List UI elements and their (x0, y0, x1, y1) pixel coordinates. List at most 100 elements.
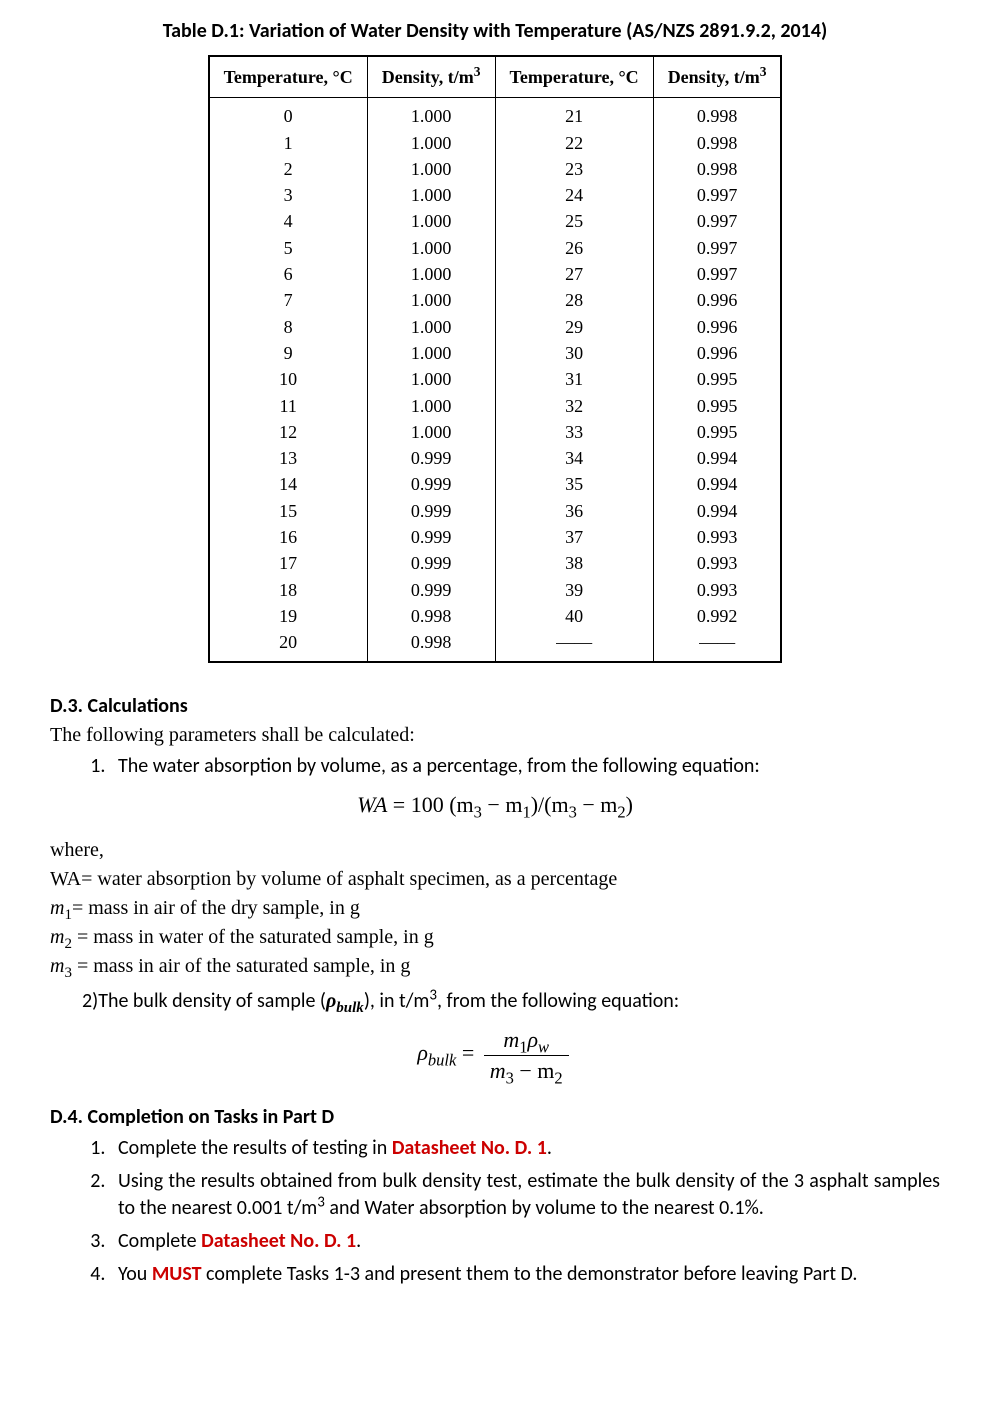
table-row: 31.000240.997 (209, 182, 782, 208)
table-cell: 4 (209, 208, 368, 234)
table-cell: 13 (209, 445, 368, 471)
table-cell: 1.000 (367, 314, 495, 340)
table-cell: 1.000 (367, 287, 495, 313)
table-cell: 25 (495, 208, 653, 234)
table-cell: 8 (209, 314, 368, 340)
table-cell: 35 (495, 471, 653, 497)
task-3: Complete Datasheet No. D. 1. (110, 1228, 940, 1255)
table-cell: 26 (495, 235, 653, 261)
table-row: 71.000280.996 (209, 287, 782, 313)
table-cell: 1.000 (367, 235, 495, 261)
table-row: 61.000270.997 (209, 261, 782, 287)
task-4: You MUST complete Tasks 1-3 and present … (110, 1261, 940, 1288)
table-cell: 0.995 (653, 393, 781, 419)
table-cell: 34 (495, 445, 653, 471)
d3-intro: The following parameters shall be calcul… (50, 722, 940, 749)
table-cell: 0.993 (653, 550, 781, 576)
table-cell: 0.998 (367, 629, 495, 661)
table-row: 160.999370.993 (209, 524, 782, 550)
table-row: 130.999340.994 (209, 445, 782, 471)
table-cell: 2 (209, 156, 368, 182)
density-table: Temperature, °C Density, t/m3 Temperatur… (208, 55, 783, 663)
table-cell: 12 (209, 419, 368, 445)
table-cell: 1.000 (367, 419, 495, 445)
table-cell: 1.000 (367, 261, 495, 287)
table-cell: 22 (495, 130, 653, 156)
table-cell: 9 (209, 340, 368, 366)
table-cell: 6 (209, 261, 368, 287)
table-cell: 1.000 (367, 182, 495, 208)
table-cell: 0.994 (653, 498, 781, 524)
table-row: 91.000300.996 (209, 340, 782, 366)
def-m1: m1= mass in air of the dry sample, in g (50, 895, 940, 922)
task-1: Complete the results of testing in Datas… (110, 1135, 940, 1162)
where-label: where, (50, 837, 940, 864)
table-cell: 0.997 (653, 182, 781, 208)
table-cell: 32 (495, 393, 653, 419)
table-row: 140.999350.994 (209, 471, 782, 497)
table-row: 01.000210.998 (209, 98, 782, 130)
table-cell: 39 (495, 577, 653, 603)
table-row: 41.000250.997 (209, 208, 782, 234)
table-cell: 0.999 (367, 471, 495, 497)
col-dens-2: Density, t/m3 (653, 56, 781, 98)
table-cell: 0.996 (653, 314, 781, 340)
table-cell: 1.000 (367, 130, 495, 156)
table-cell: 0.997 (653, 261, 781, 287)
table-row: 11.000220.998 (209, 130, 782, 156)
table-cell: 29 (495, 314, 653, 340)
equation-bulk: ρbulk = m1ρw m3 − m2 (50, 1025, 940, 1085)
table-cell: 31 (495, 366, 653, 392)
table-cell: 1.000 (367, 340, 495, 366)
table-cell: 0.999 (367, 445, 495, 471)
def-wa: WA= water absorption by volume of asphal… (50, 866, 940, 893)
table-cell: 0.999 (367, 524, 495, 550)
table-cell: 0.998 (653, 130, 781, 156)
table-cell: 24 (495, 182, 653, 208)
table-row: 101.000310.995 (209, 366, 782, 392)
table-row: 51.000260.997 (209, 235, 782, 261)
table-cell: 36 (495, 498, 653, 524)
table-cell: 0.995 (653, 366, 781, 392)
section-d4-heading: D.4. Completion on Tasks in Part D (50, 1104, 940, 1131)
table-title: Table D.1: Variation of Water Density wi… (50, 18, 940, 45)
table-cell: 17 (209, 550, 368, 576)
table-row: 121.000330.995 (209, 419, 782, 445)
table-cell: 21 (495, 98, 653, 130)
table-cell: 0.995 (653, 419, 781, 445)
def-m2: m2 = mass in water of the saturated samp… (50, 924, 940, 951)
table-cell: 1.000 (367, 98, 495, 130)
d4-task-list: Complete the results of testing in Datas… (50, 1135, 940, 1288)
d3-item-2: 2)The bulk density of sample (ρbulk), in… (82, 988, 940, 1015)
table-cell: 0.993 (653, 524, 781, 550)
table-cell: 0.998 (367, 603, 495, 629)
table-cell: 14 (209, 471, 368, 497)
table-cell: 28 (495, 287, 653, 313)
table-row: 200.998———— (209, 629, 782, 661)
table-row: 190.998400.992 (209, 603, 782, 629)
table-cell: 0.998 (653, 98, 781, 130)
table-cell: 0.993 (653, 577, 781, 603)
table-cell: 40 (495, 603, 653, 629)
table-cell: 7 (209, 287, 368, 313)
table-cell: 19 (209, 603, 368, 629)
table-row: 81.000290.996 (209, 314, 782, 340)
table-cell: 38 (495, 550, 653, 576)
table-header-row: Temperature, °C Density, t/m3 Temperatur… (209, 56, 782, 98)
table-row: 21.000230.998 (209, 156, 782, 182)
table-cell: 30 (495, 340, 653, 366)
table-cell: 0.999 (367, 498, 495, 524)
table-cell: 20 (209, 629, 368, 661)
table-cell: 16 (209, 524, 368, 550)
table-row: 150.999360.994 (209, 498, 782, 524)
table-cell: 37 (495, 524, 653, 550)
table-cell: 1.000 (367, 208, 495, 234)
col-dens-1: Density, t/m3 (367, 56, 495, 98)
table-row: 170.999380.993 (209, 550, 782, 576)
table-row: 111.000320.995 (209, 393, 782, 419)
table-cell: 1 (209, 130, 368, 156)
table-cell: 0 (209, 98, 368, 130)
table-cell: 15 (209, 498, 368, 524)
table-cell: 3 (209, 182, 368, 208)
def-m3: m3 = mass in air of the saturated sample… (50, 953, 940, 980)
